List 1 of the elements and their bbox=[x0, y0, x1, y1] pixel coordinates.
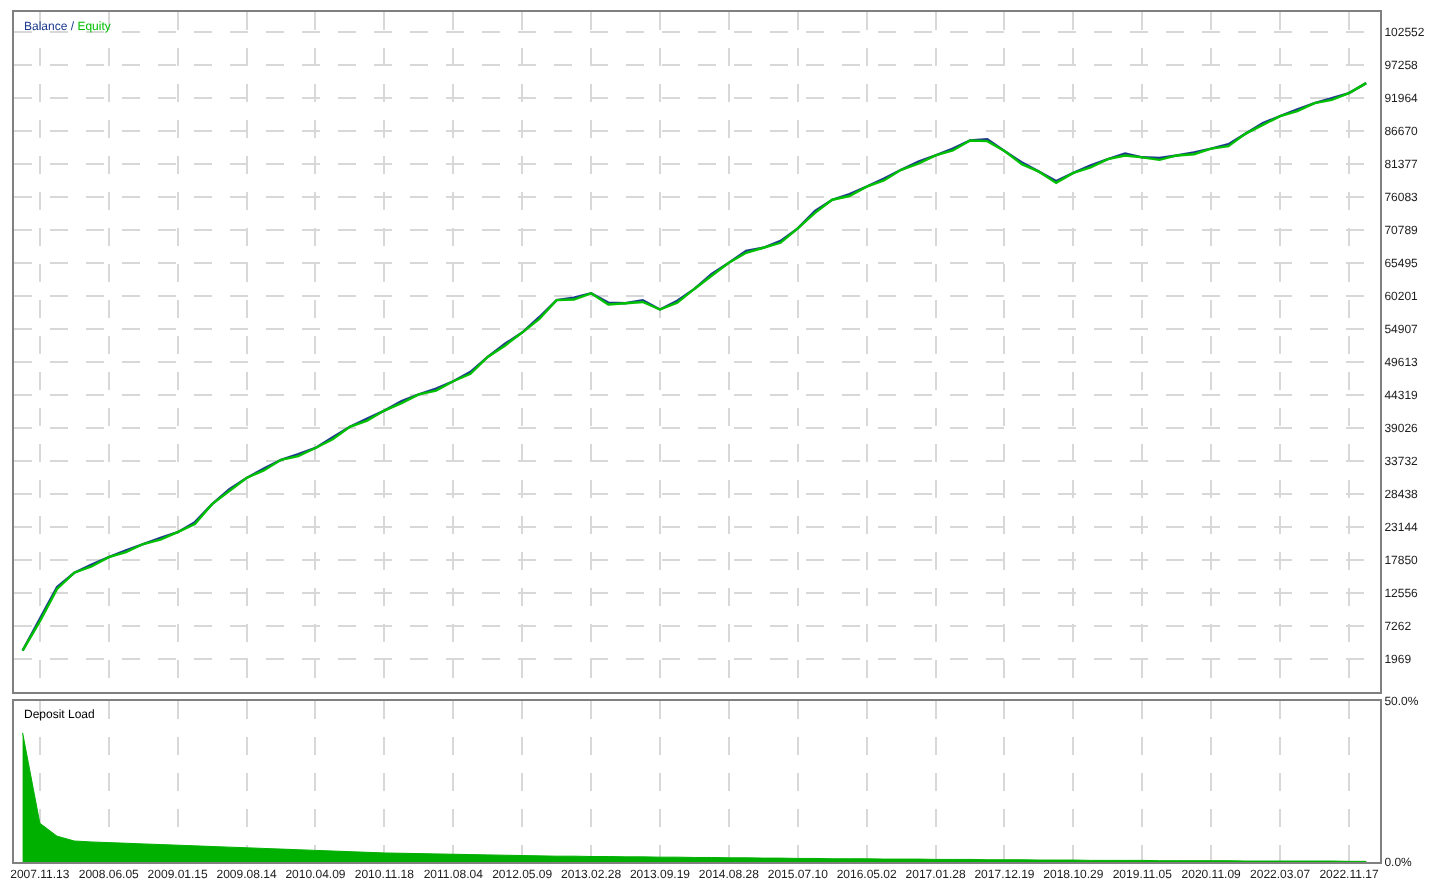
line-series bbox=[21, 81, 1368, 652]
